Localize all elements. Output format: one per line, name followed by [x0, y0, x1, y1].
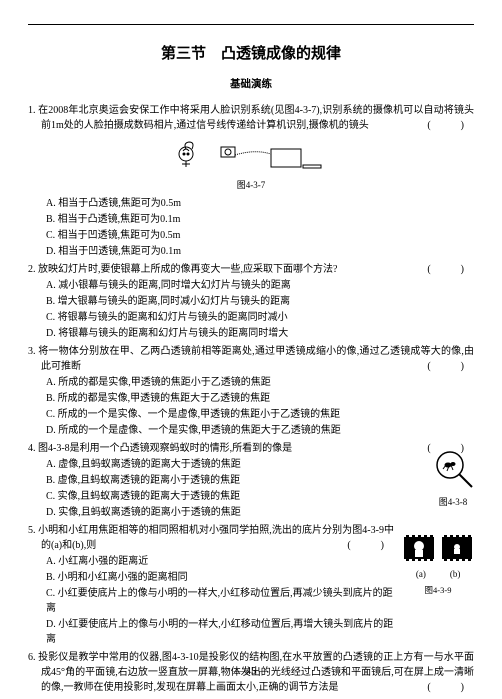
q1-text: 在2008年北京奥运会安保工作中将采用人脸识别系统(见图4-3-7),识别系统的…: [38, 105, 474, 131]
q2-option-b: B. 增大银幕与镜头的距离,同时减小幻灯片与镜头的距离: [46, 294, 474, 309]
q5-label-a: (a): [405, 568, 437, 582]
q3-number: 3.: [28, 346, 36, 357]
q1-option-c: C. 相当于凹透镜,焦距可为0.5m: [46, 228, 474, 243]
q5-option-d: D. 小红要使底片上的像与小明的一样大,小红移动位置后,再增大镜头到底片的距离: [46, 617, 394, 647]
q4-text: 图4-3-8是利用一个凸透镜观察蚂蚁时的情形,所看到的像是: [38, 443, 292, 454]
q4-option-d: D. 实像,且蚂蚁离透镜的距离小于透镜的焦距: [46, 505, 424, 520]
q1-options: A. 相当于凸透镜,焦距可为0.5m B. 相当于凸透镜,焦距可为0.1m C.…: [28, 196, 474, 259]
q3-option-b: B. 所成的都是实像,甲透镜的焦距大于乙透镜的焦距: [46, 391, 474, 406]
camera-computer-icon: [151, 137, 351, 177]
q1-number: 1.: [28, 105, 36, 116]
q2-option-d: D. 将银幕与镜头的距离和幻灯片与镜头的距离同时增大: [46, 326, 474, 341]
q5-option-a: A. 小红离小强的距离近: [46, 554, 394, 569]
question-5: 5. 小明和小红用焦距相等的相同照相机对小强同学拍照,洗出的底片分别为图4-3-…: [28, 523, 474, 647]
q5-number: 5.: [28, 525, 36, 536]
question-4: 4. 图4-3-8是利用一个凸透镜观察蚂蚁时的情形,所看到的像是 ( ) A. …: [28, 441, 474, 520]
q3-option-a: A. 所成的都是实像,甲透镜的焦距小于乙透镜的焦距: [46, 375, 474, 390]
q5-figure: (a) (b) 图4-3-9: [402, 533, 474, 596]
q5-caption: 图4-3-9: [402, 584, 474, 597]
q6-paren: ( ): [440, 680, 474, 695]
subsection-title: 基础演练: [28, 77, 474, 93]
magnifier-ant-icon: [432, 447, 474, 489]
q4-option-c: C. 实像,且蚂蚁离透镜的距离大于透镜的焦距: [46, 489, 424, 504]
q3-paren: ( ): [440, 359, 474, 374]
q1-option-b: B. 相当于凸透镜,焦距可为0.1m: [46, 212, 474, 227]
question-3: 3. 将一物体分别放在甲、乙两凸透镜前相等距离处,通过甲透镜成缩小的像,通过乙透…: [28, 344, 474, 438]
q5-labels: (a) (b): [402, 568, 474, 582]
q2-options: A. 减小银幕与镜头的距离,同时增大幻灯片与镜头的距离 B. 增大银幕与镜头的距…: [28, 278, 474, 341]
page-number: — 45 —: [0, 664, 502, 679]
q1-figure: [28, 137, 474, 177]
q4-caption: 图4-3-8: [432, 496, 474, 510]
q3-stem: 3. 将一物体分别放在甲、乙两凸透镜前相等距离处,通过甲透镜成缩小的像,通过乙透…: [28, 344, 474, 374]
q2-number: 2.: [28, 264, 36, 275]
q1-caption: 图4-3-7: [28, 179, 474, 193]
q6-number: 6.: [28, 652, 36, 663]
q5-paren: ( ): [360, 538, 394, 553]
q5-text: 小明和小红用焦距相等的相同照相机对小强同学拍照,洗出的底片分别为图4-3-9中的…: [38, 525, 394, 551]
q3-text: 将一物体分别放在甲、乙两凸透镜前相等距离处,通过甲透镜成缩小的像,通过乙透镜成等…: [38, 346, 474, 372]
question-2: 2. 放映幻灯片时,要使银幕上所成的像再变大一些,应采取下面哪个方法? ( ) …: [28, 262, 474, 341]
q2-stem: 2. 放映幻灯片时,要使银幕上所成的像再变大一些,应采取下面哪个方法? ( ): [28, 262, 474, 277]
q2-paren: ( ): [440, 262, 474, 277]
q5-option-c: C. 小红要使底片上的像与小明的一样大,小红移动位置后,再减少镜头到底片的距离: [46, 586, 394, 616]
q1-option-d: D. 相当于凹透镜,焦距可为0.1m: [46, 244, 474, 259]
q2-option-c: C. 将银幕与镜头的距离和幻灯片与镜头的距离同时减小: [46, 310, 474, 325]
q5-label-b: (b): [439, 568, 471, 582]
q1-paren: ( ): [440, 118, 474, 133]
chapter-header: 第四章 光的折射 透镜: [28, 0, 474, 2]
q5-option-b: B. 小明和小红离小强的距离相同: [46, 570, 394, 585]
section-title: 第三节 凸透镜成像的规律: [28, 43, 474, 66]
q4-option-b: B. 虚像,且蚂蚁离透镜的距离小于透镜的焦距: [46, 473, 424, 488]
question-1: 1. 在2008年北京奥运会安保工作中将采用人脸识别系统(见图4-3-7),识别…: [28, 103, 474, 260]
q3-option-d: D. 所成的一个是虚像、一个是实像,甲透镜的焦距大于乙透镜的焦距: [46, 423, 474, 438]
q1-option-a: A. 相当于凸透镜,焦距可为0.5m: [46, 196, 474, 211]
header-rule: [28, 24, 474, 25]
two-negatives-icon: [402, 533, 474, 563]
q2-option-a: A. 减小银幕与镜头的距离,同时增大幻灯片与镜头的距离: [46, 278, 474, 293]
q1-stem: 1. 在2008年北京奥运会安保工作中将采用人脸识别系统(见图4-3-7),识别…: [28, 103, 474, 133]
q3-options: A. 所成的都是实像,甲透镜的焦距小于乙透镜的焦距 B. 所成的都是实像,甲透镜…: [28, 375, 474, 438]
q2-text: 放映幻灯片时,要使银幕上所成的像再变大一些,应采取下面哪个方法?: [38, 264, 337, 275]
q4-figure: 图4-3-8: [432, 447, 474, 510]
q4-stem: 4. 图4-3-8是利用一个凸透镜观察蚂蚁时的情形,所看到的像是 ( ): [28, 441, 474, 456]
q4-options: A. 虚像,且蚂蚁离透镜的距离大于透镜的焦距 B. 虚像,且蚂蚁离透镜的距离小于…: [28, 457, 474, 520]
q3-option-c: C. 所成的一个是实像、一个是虚像,甲透镜的焦距小于乙透镜的焦距: [46, 407, 474, 422]
q4-option-a: A. 虚像,且蚂蚁离透镜的距离大于透镜的焦距: [46, 457, 424, 472]
q4-number: 4.: [28, 443, 36, 454]
